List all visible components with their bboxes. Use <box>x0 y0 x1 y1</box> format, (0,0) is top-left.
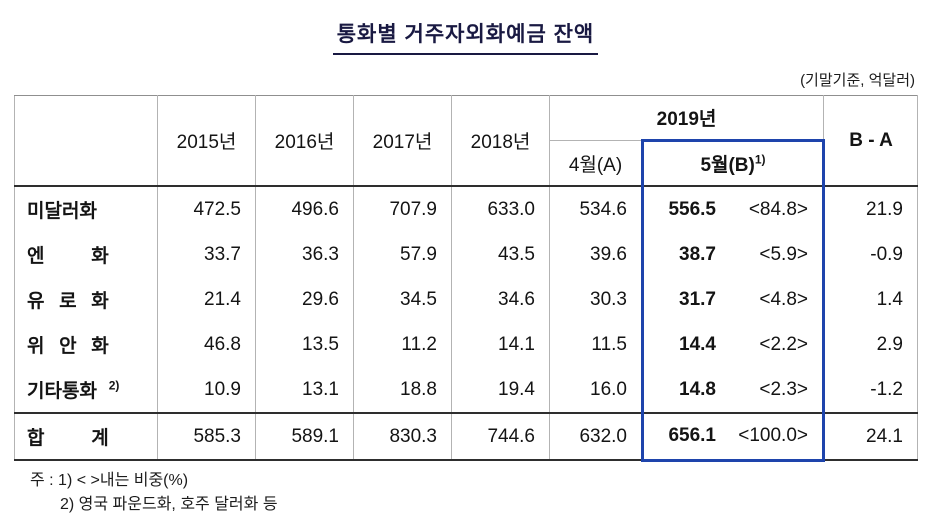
cell-diff: -1.2 <box>824 367 918 413</box>
cell-may: 556.5<84.8> <box>643 186 824 232</box>
cell-diff: 1.4 <box>824 277 918 322</box>
title-wrap: 통화별 거주자외화예금 잔액 <box>14 12 917 55</box>
cell-2018: 19.4 <box>452 367 550 413</box>
cell-2018: 633.0 <box>452 186 550 232</box>
cell-2017: 57.9 <box>354 232 452 277</box>
table-row-cny: 위 안 화 46.8 13.5 11.2 14.1 11.5 14.4<2.2>… <box>15 322 918 367</box>
corner-cell <box>15 96 158 187</box>
cell-april: 534.6 <box>550 186 643 232</box>
table-header: 2015년 2016년 2017년 2018년 2019년 B - A 4월(A… <box>15 96 918 187</box>
may-footnote-marker: 1) <box>755 153 766 167</box>
cell-may: 656.1<100.0> <box>643 413 824 460</box>
cell-2015: 10.9 <box>158 367 256 413</box>
header-row-top: 2015년 2016년 2017년 2018년 2019년 B - A <box>15 96 918 141</box>
cell-diff: 24.1 <box>824 413 918 460</box>
cell-2017: 34.5 <box>354 277 452 322</box>
row-label-eur: 유 로 화 <box>15 277 158 322</box>
table-row-usd: 미달러화 472.5 496.6 707.9 633.0 534.6 556.5… <box>15 186 918 232</box>
footnote-1: 주 : 1) < >내는 비중(%) <box>30 469 917 494</box>
cell-2015: 33.7 <box>158 232 256 277</box>
cell-2017: 18.8 <box>354 367 452 413</box>
cell-2016: 13.5 <box>256 322 354 367</box>
cell-2016: 36.3 <box>256 232 354 277</box>
cell-2018: 744.6 <box>452 413 550 460</box>
cell-april: 632.0 <box>550 413 643 460</box>
cell-2017: 11.2 <box>354 322 452 367</box>
cell-2015: 472.5 <box>158 186 256 232</box>
cell-diff: 2.9 <box>824 322 918 367</box>
cell-diff: -0.9 <box>824 232 918 277</box>
cell-diff: 21.9 <box>824 186 918 232</box>
row-label-usd: 미달러화 <box>15 186 158 232</box>
col-header-2018: 2018년 <box>452 96 550 187</box>
cell-april: 39.6 <box>550 232 643 277</box>
cell-april: 30.3 <box>550 277 643 322</box>
footnote-2: 2) 영국 파운드화, 호주 달러화 등 <box>60 493 917 518</box>
cell-2018: 34.6 <box>452 277 550 322</box>
col-header-diff: B - A <box>824 96 918 187</box>
col-header-2015: 2015년 <box>158 96 256 187</box>
cell-2016: 496.6 <box>256 186 354 232</box>
col-header-2019: 2019년 <box>550 96 824 141</box>
col-header-may: 5월(B)1) <box>643 141 824 187</box>
cell-may: 14.8<2.3> <box>643 367 824 413</box>
table-row-total: 합 계 585.3 589.1 830.3 744.6 632.0 656.1<… <box>15 413 918 460</box>
row-label-jpy: 엔 화 <box>15 232 158 277</box>
col-header-2017: 2017년 <box>354 96 452 187</box>
cell-2015: 585.3 <box>158 413 256 460</box>
cell-may: 38.7<5.9> <box>643 232 824 277</box>
cell-may: 14.4<2.2> <box>643 322 824 367</box>
row-label-total: 합 계 <box>15 413 158 460</box>
table-row-jpy: 엔 화 33.7 36.3 57.9 43.5 39.6 38.7<5.9> -… <box>15 232 918 277</box>
cell-april: 16.0 <box>550 367 643 413</box>
table-body: 미달러화 472.5 496.6 707.9 633.0 534.6 556.5… <box>15 186 918 460</box>
cell-2018: 14.1 <box>452 322 550 367</box>
cell-may: 31.7<4.8> <box>643 277 824 322</box>
cell-2018: 43.5 <box>452 232 550 277</box>
cell-2016: 29.6 <box>256 277 354 322</box>
row-label-cny: 위 안 화 <box>15 322 158 367</box>
col-header-2016: 2016년 <box>256 96 354 187</box>
cell-2017: 830.3 <box>354 413 452 460</box>
col-header-april: 4월(A) <box>550 141 643 187</box>
cell-2015: 46.8 <box>158 322 256 367</box>
cell-2015: 21.4 <box>158 277 256 322</box>
other-footnote-marker: 2) <box>109 379 120 393</box>
table-row-eur: 유 로 화 21.4 29.6 34.5 34.6 30.3 31.7<4.8>… <box>15 277 918 322</box>
cell-2016: 589.1 <box>256 413 354 460</box>
unit-note: (기말기준, 억달러) <box>16 69 915 90</box>
page-title: 통화별 거주자외화예금 잔액 <box>333 18 599 55</box>
cell-april: 11.5 <box>550 322 643 367</box>
cell-2016: 13.1 <box>256 367 354 413</box>
footnotes: 주 : 1) < >내는 비중(%) 2) 영국 파운드화, 호주 달러화 등 <box>14 469 917 518</box>
deposit-table: 2015년 2016년 2017년 2018년 2019년 B - A 4월(A… <box>14 95 918 462</box>
col-header-may-label: 5월(B) <box>700 155 754 176</box>
cell-2017: 707.9 <box>354 186 452 232</box>
